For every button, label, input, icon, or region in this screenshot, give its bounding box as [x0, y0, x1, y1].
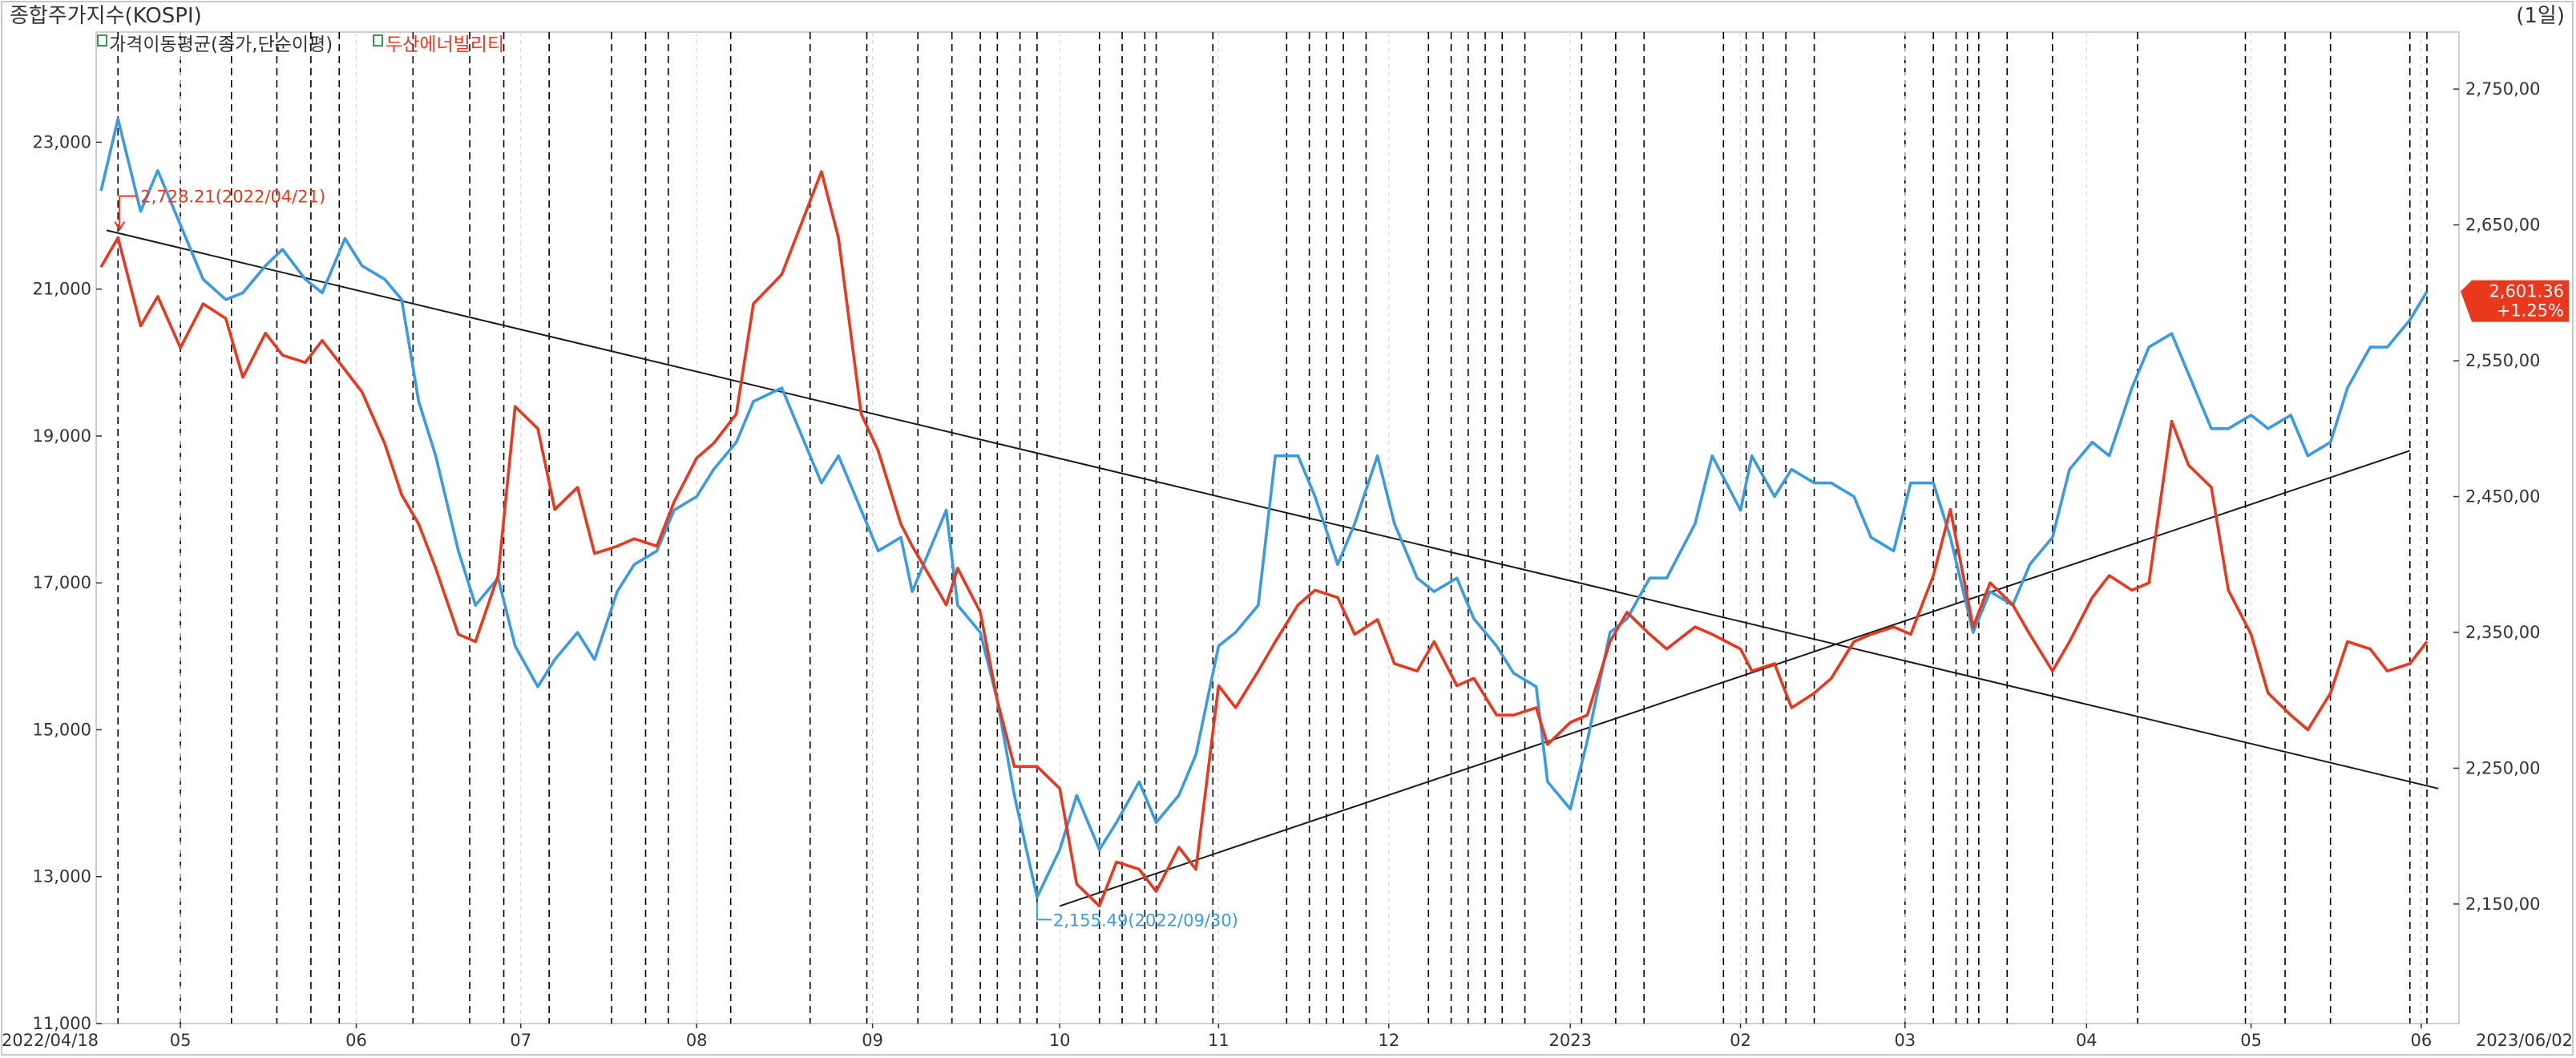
legend-item-doosan: 두산에너빌리티 [386, 34, 504, 55]
current-value-badge: 2,601.36 +1.25% [2461, 280, 2569, 322]
legend-box-icon [373, 34, 383, 46]
x-tick-label: 09 [862, 1031, 883, 1050]
plot-area-border [95, 31, 2460, 1024]
chart-title: 종합주가지수(KOSPI) [10, 4, 202, 28]
y-right-tick-label: 2,450,00 [2465, 487, 2541, 507]
badge-shape [2461, 280, 2569, 322]
x-tick-label: 11 [1208, 1031, 1229, 1050]
legend: 가격이동평균(종가,단순이평) 두산에너빌리티 [97, 34, 504, 55]
legend-item-moving-average: 가격이동평균(종가,단순이평) [109, 34, 333, 55]
high-annotation: 2,728.21(2022/04/21) [114, 188, 325, 232]
x-tick-label: 06 [2411, 1031, 2433, 1050]
x-tick-label: 05 [2240, 1031, 2262, 1050]
badge-value: 2,601.36 [2489, 282, 2564, 301]
kospi-line [99, 117, 2429, 899]
trendlines [106, 229, 2439, 907]
x-tick-label: 2023 [1548, 1031, 1591, 1050]
trendline [106, 229, 2439, 789]
x-tick-label: 12 [1378, 1031, 1399, 1050]
x-gridlines [180, 32, 2422, 1024]
low-label: 2,155.49(2022/09/30) [1053, 911, 1238, 930]
x-tick-label: 04 [2076, 1031, 2098, 1050]
trendline [1059, 450, 2411, 907]
x-tick-label: 08 [686, 1031, 708, 1050]
doosan-line [99, 170, 2429, 908]
badge-change: +1.25% [2497, 301, 2564, 321]
y-left-tick-label: 23,000 [33, 132, 91, 151]
low-annotation: 2,155.49(2022/09/30) [1036, 902, 1238, 930]
y-axis-left: 11,000 13,000 15,000 17,000 19,000 21,000 23,0… [33, 132, 102, 1033]
high-label: 2,728.21(2022/04/21) [140, 188, 325, 207]
period-label: (1일) [2516, 4, 2565, 28]
x-axis: 2022/04/18 05 06 07 08 09 10 11 12 2023 02 03 04 05 06… [2, 1024, 2573, 1050]
y-left-tick-label: 11,000 [33, 1014, 91, 1033]
y-left-tick-label: 13,000 [33, 867, 91, 886]
legend-box-icon [97, 34, 107, 46]
x-tick-label: 10 [1049, 1031, 1071, 1050]
x-tick-label: 02 [1730, 1031, 1751, 1050]
y-left-tick-label: 15,000 [33, 720, 91, 739]
x-tick-label: 2022/04/18 [2, 1031, 99, 1050]
x-tick-label: 03 [1894, 1031, 1916, 1050]
y-right-tick-label: 2,150,00 [2465, 894, 2541, 914]
high-marker-icon [114, 195, 138, 232]
y-left-tick-label: 17,000 [33, 573, 91, 592]
y-right-tick-label: 2,750,00 [2465, 79, 2541, 99]
y-right-tick-label: 2,350,00 [2465, 623, 2541, 642]
y-right-tick-label: 2,250,00 [2465, 758, 2541, 777]
y-right-tick-label: 2,650,00 [2465, 216, 2541, 235]
series [99, 117, 2429, 908]
x-tick-label: 07 [510, 1031, 531, 1050]
y-right-tick-label: 2,550,00 [2465, 351, 2541, 370]
x-tick-label: 2023/06/02 [2476, 1031, 2573, 1050]
low-marker-icon [1036, 902, 1052, 921]
y-axis-right: 2,150,00 2,250,00 2,350,00 2,450,00 2,550,00… [2453, 79, 2541, 914]
y-left-tick-label: 19,000 [33, 426, 91, 446]
y-left-tick-label: 21,000 [33, 280, 91, 299]
x-tick-label: 05 [170, 1031, 192, 1050]
x-tick-label: 06 [345, 1031, 367, 1050]
